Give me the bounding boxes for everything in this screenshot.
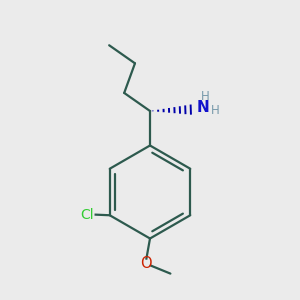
Text: H: H	[211, 104, 220, 117]
Text: O: O	[141, 256, 152, 272]
Text: H: H	[201, 90, 210, 103]
Text: N: N	[197, 100, 209, 116]
Text: Cl: Cl	[80, 208, 94, 222]
